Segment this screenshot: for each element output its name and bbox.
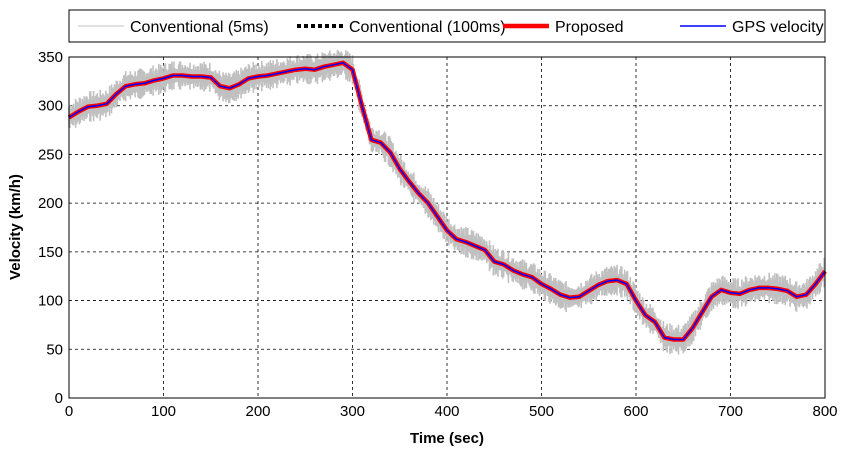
legend-label: Proposed bbox=[555, 19, 624, 36]
axis-ticks: 0 100 200 300 400 500 600 700 800 0 50 100 150 200 250… bbox=[38, 49, 838, 420]
x-tick-label: 500 bbox=[529, 403, 554, 420]
x-tick-label: 400 bbox=[434, 403, 459, 420]
x-tick-label: 300 bbox=[340, 403, 365, 420]
y-tick-label: 0 bbox=[55, 390, 63, 407]
x-tick-label: 700 bbox=[718, 403, 743, 420]
x-tick-label: 800 bbox=[812, 403, 837, 420]
y-tick-label: 50 bbox=[46, 341, 63, 358]
x-tick-label: 200 bbox=[245, 403, 270, 420]
series-line-3 bbox=[68, 62, 826, 341]
x-tick-label: 600 bbox=[623, 403, 648, 420]
y-axis-label: Velocity (km/h) bbox=[7, 174, 24, 280]
y-tick-label: 100 bbox=[38, 293, 63, 310]
x-axis-label: Time (sec) bbox=[410, 430, 484, 447]
legend: Conventional (5ms) Conventional (100ms) Pr… bbox=[68, 9, 826, 43]
x-tick-label: 0 bbox=[65, 403, 73, 420]
y-tick-label: 200 bbox=[38, 195, 63, 212]
legend-label: Conventional (5ms) bbox=[130, 19, 269, 36]
y-tick-label: 300 bbox=[38, 98, 63, 115]
series-lines bbox=[67, 50, 827, 355]
y-tick-label: 350 bbox=[38, 49, 63, 66]
x-tick-label: 100 bbox=[151, 403, 176, 420]
legend-label: GPS velocity bbox=[732, 19, 824, 36]
grid-lines bbox=[69, 57, 825, 398]
plot-frame bbox=[68, 56, 826, 399]
y-tick-label: 250 bbox=[38, 146, 63, 163]
y-tick-label: 150 bbox=[38, 244, 63, 261]
legend-label: Conventional (100ms) bbox=[349, 19, 506, 36]
